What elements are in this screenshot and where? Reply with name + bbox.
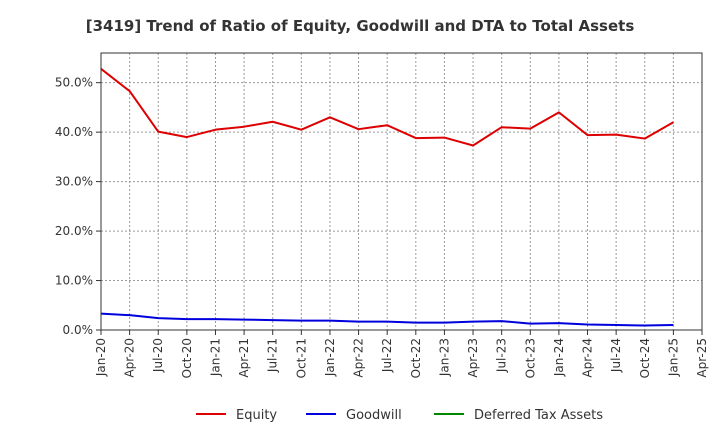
- y-tick-label: 0.0%: [63, 323, 94, 337]
- x-tick-label: Apr-20: [123, 338, 137, 378]
- x-tick-label: Jan-25: [666, 338, 680, 377]
- series-line-equity: [100, 68, 674, 147]
- x-tick-label: Jul-20: [151, 338, 165, 373]
- x-tick-label: Oct-22: [409, 338, 423, 378]
- x-tick-label: Jan-22: [323, 338, 337, 377]
- y-tick-label: 30.0%: [55, 175, 93, 189]
- x-tick-label: Apr-25: [695, 338, 709, 378]
- legend-label-deferred-tax-assets: Deferred Tax Assets: [474, 408, 603, 423]
- series-line-goodwill: [100, 312, 674, 327]
- x-tick-label: Apr-23: [466, 338, 480, 378]
- x-tick-label: Apr-21: [237, 338, 251, 378]
- x-tick-label: Oct-24: [638, 338, 652, 378]
- y-tick-label: 20.0%: [55, 224, 93, 238]
- x-tick-label: Oct-20: [180, 338, 194, 378]
- x-tick-label: Jan-24: [552, 338, 566, 377]
- x-tick-label: Apr-24: [581, 338, 595, 378]
- y-tick-label: 40.0%: [55, 125, 93, 139]
- x-tick-label: Jul-23: [495, 338, 509, 373]
- x-tick-label: Jan-20: [94, 338, 108, 377]
- y-tick-label: 50.0%: [55, 76, 93, 90]
- grid-layer: [101, 53, 702, 330]
- series-layer: [100, 68, 674, 327]
- axis-layer: 0.0% 10.0% 20.0% 30.0% 40.0% 50.0% Jan-20 Apr-2…: [55, 52, 709, 378]
- x-tick-label: Jul-21: [266, 338, 280, 373]
- legend: Equity Goodwill Deferred Tax Assets: [196, 408, 603, 423]
- x-tick-label: Jan-21: [208, 338, 222, 377]
- x-tick-label: Jul-22: [380, 338, 394, 373]
- chart-title: [3419] Trend of Ratio of Equity, Goodwil…: [86, 17, 635, 35]
- x-tick-label: Jan-23: [437, 338, 451, 377]
- x-tick-label: Oct-21: [294, 338, 308, 378]
- y-tick-label: 10.0%: [55, 274, 93, 288]
- x-tick-label: Oct-23: [523, 338, 537, 378]
- x-tick-label: Jul-24: [609, 338, 623, 373]
- x-tick-label: Apr-22: [352, 338, 366, 378]
- legend-label-equity: Equity: [236, 408, 277, 423]
- plot-frame: [100, 52, 703, 331]
- legend-label-goodwill: Goodwill: [346, 408, 402, 423]
